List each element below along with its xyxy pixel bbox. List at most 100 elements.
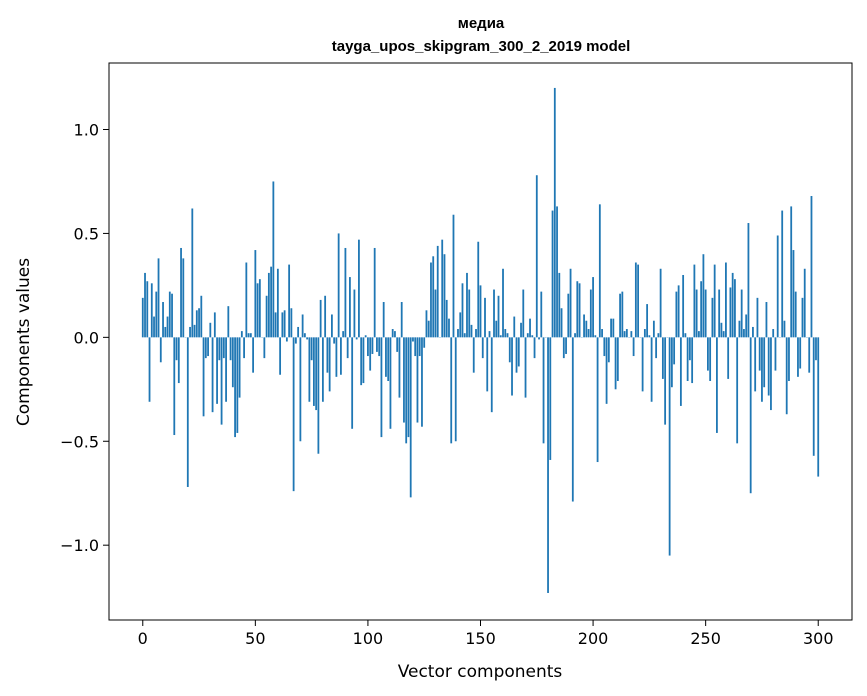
bar [810,196,813,338]
chart-title: медиа [458,15,505,32]
bar [328,337,331,392]
bar [443,254,446,338]
bar [637,264,640,338]
bar [704,289,707,338]
bar [180,247,182,338]
bar [285,337,288,342]
bar [772,329,775,338]
bar [673,337,676,365]
bar [562,337,565,359]
bar [734,279,736,338]
plot-frame [108,62,853,621]
bar [189,326,191,338]
bar [432,256,435,338]
bar [601,329,603,338]
bar [587,329,590,338]
bar [312,337,315,406]
y-axis: −1.0 −0.5 0.0 0.5 1.0 [60,121,109,555]
bar [367,337,369,357]
bar [459,312,462,338]
bar [641,337,644,392]
bar [648,335,651,338]
bar [738,320,741,338]
bar [389,337,392,429]
bar [749,337,752,494]
bar [808,337,811,373]
bar [243,337,245,359]
bar [688,337,691,361]
bar [335,337,338,377]
bar [247,333,250,338]
bar [376,337,378,352]
bar [177,337,180,384]
bar [157,258,160,338]
bar [553,87,556,338]
bar [526,333,529,338]
bar [220,337,223,425]
bar [310,337,313,361]
bar [144,272,146,338]
bar [477,241,480,338]
bar [801,297,804,338]
bar [761,337,763,402]
bar [351,337,354,429]
bar [720,322,723,338]
bar [725,262,727,338]
bar [520,322,522,338]
x-tick-label: 300 [803,629,834,648]
bar [574,333,576,338]
bar [340,337,342,375]
bar [155,291,158,338]
bar [661,337,664,379]
bar [288,264,291,338]
bar [191,208,194,338]
bar [360,337,363,386]
bar [610,318,612,338]
bar [513,316,516,338]
bars-group [141,87,820,593]
bar [218,337,221,361]
bar [596,337,599,463]
bar [693,264,696,338]
bar [560,308,563,338]
bar [790,206,793,338]
bar [481,337,484,359]
bar [729,287,732,338]
bar [211,337,214,413]
bar [614,337,617,390]
bar [675,291,678,338]
bar [612,318,615,338]
bar [558,272,561,338]
bar [146,281,149,338]
bar [403,337,405,423]
bar [326,337,329,373]
bar [812,337,815,456]
bar [511,337,513,396]
bar [396,337,399,352]
bar [204,337,207,359]
bar [297,326,300,338]
bar [490,337,493,413]
bar [229,337,232,361]
bar [619,293,621,338]
bar [400,302,403,338]
bar [391,329,394,338]
chart-subtitle: tayga_upos_skipgram_300_2_2019 model [332,38,631,55]
bar [412,337,414,342]
bar [657,333,660,338]
bar [549,337,552,460]
bar [421,337,423,427]
bar [148,337,151,402]
bar [468,289,471,338]
bar [682,274,685,338]
bar [182,258,185,338]
bar [245,262,248,338]
bar [416,337,419,423]
bar [306,337,309,340]
bar [319,299,322,338]
bar [249,333,252,338]
x-tick-label: 0 [138,629,148,648]
bar [785,337,788,415]
bar [427,320,430,338]
bar [475,329,477,338]
